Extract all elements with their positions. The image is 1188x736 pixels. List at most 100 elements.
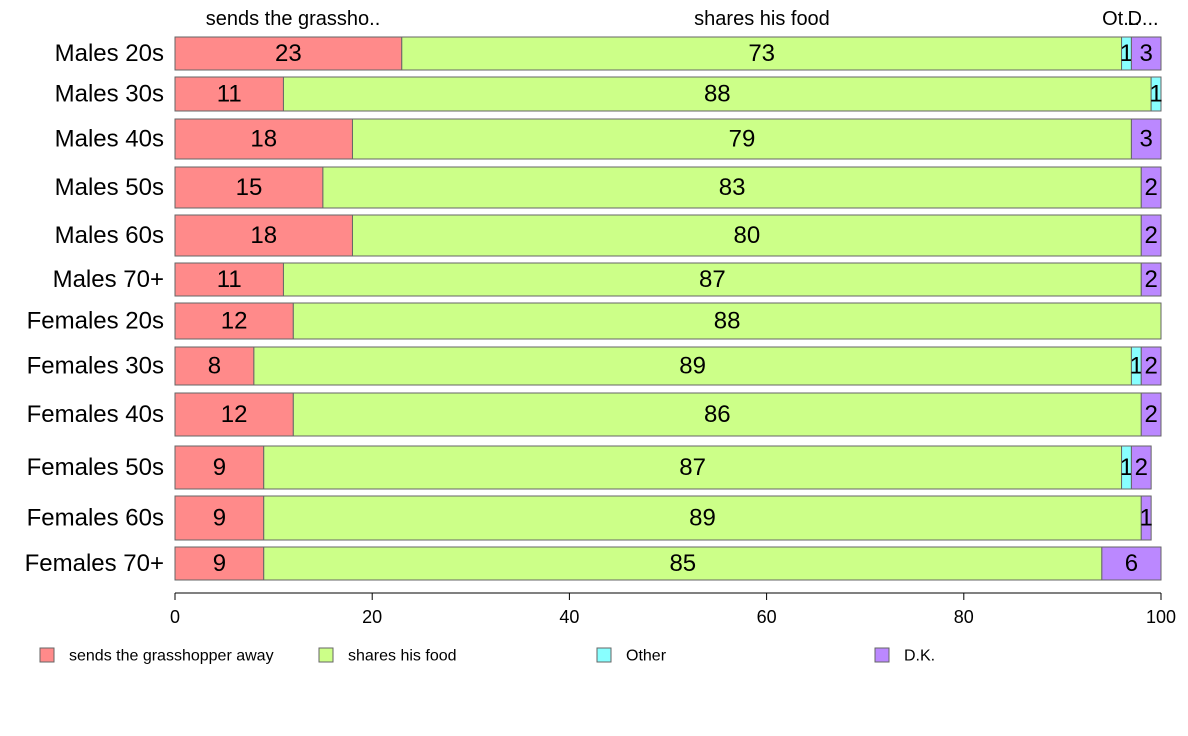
bar-segment xyxy=(401,36,1123,71)
bar-segment xyxy=(1130,36,1162,71)
data-label: 8 xyxy=(208,353,221,380)
data-label: 79 xyxy=(729,126,756,153)
bar-segment xyxy=(174,346,255,386)
data-label: 73 xyxy=(748,40,775,67)
data-label: 3 xyxy=(1140,40,1153,67)
data-label: 18 xyxy=(250,126,277,153)
x-tick-label: 0 xyxy=(170,607,180,627)
data-label: 1 xyxy=(1130,353,1143,380)
bar-segment xyxy=(292,302,1162,340)
bar-segment xyxy=(174,392,294,437)
bar-segment xyxy=(174,445,265,490)
category-label: Males 60s xyxy=(55,222,164,249)
x-axis: 0 20 40 60 80 100 xyxy=(170,592,1176,627)
data-label: 15 xyxy=(236,174,263,201)
data-label: 1 xyxy=(1149,81,1162,108)
series-header-label: Ot... xyxy=(1102,8,1140,30)
bar-segment xyxy=(174,118,353,160)
data-label: 87 xyxy=(679,454,706,481)
data-label: 80 xyxy=(734,222,761,249)
data-label: 6 xyxy=(1125,550,1138,577)
category-label: Females 70+ xyxy=(25,550,164,577)
bar-segment xyxy=(351,214,1142,257)
bar-segment xyxy=(282,76,1152,112)
x-tick-label: 100 xyxy=(1146,607,1176,627)
data-label: 2 xyxy=(1144,401,1157,428)
data-label: 89 xyxy=(689,505,716,532)
legend: sends the grasshopper away shares his foo… xyxy=(39,647,935,665)
legend-label: D.K. xyxy=(904,648,935,665)
bar-segment xyxy=(1150,76,1162,112)
bar-segment xyxy=(174,495,265,541)
bar-segment xyxy=(292,392,1142,437)
data-label: 87 xyxy=(699,266,726,293)
bar-segment xyxy=(1140,392,1162,437)
legend-label: sends the grasshopper away xyxy=(69,648,274,665)
data-label: 23 xyxy=(275,40,302,67)
data-label: 2 xyxy=(1144,266,1157,293)
series-header-label: D... xyxy=(1127,8,1158,30)
legend-swatch xyxy=(874,647,890,663)
bar-segment xyxy=(351,118,1132,160)
data-label: 2 xyxy=(1144,222,1157,249)
data-label: 9 xyxy=(213,505,226,532)
data-label: 86 xyxy=(704,401,731,428)
bar-segment xyxy=(1130,445,1152,490)
bar-segment xyxy=(1140,495,1152,541)
data-label: 1 xyxy=(1140,505,1153,532)
bar-segment xyxy=(263,495,1142,541)
bar-segment xyxy=(174,302,294,340)
category-label: Females 20s xyxy=(27,308,164,335)
series-header-label: shares his food xyxy=(694,8,830,30)
bar-segment xyxy=(1130,118,1162,160)
data-label: 89 xyxy=(679,353,706,380)
bar-segment xyxy=(1140,166,1162,209)
data-label: 1 xyxy=(1120,40,1133,67)
bar-segment xyxy=(322,166,1142,209)
legend-swatch xyxy=(39,647,55,663)
legend-swatch xyxy=(318,647,334,663)
category-label: Females 50s xyxy=(27,454,164,481)
data-label: 9 xyxy=(213,454,226,481)
bar-segment xyxy=(1140,262,1162,297)
bar-segment xyxy=(1140,346,1162,386)
data-label: 12 xyxy=(221,401,248,428)
category-label: Males 70+ xyxy=(53,266,164,293)
series-header-labels: sends the grassho.. shares his food Ot...D… xyxy=(206,8,1159,30)
data-label: 88 xyxy=(714,308,741,335)
x-tick-label: 40 xyxy=(559,607,579,627)
legend-label: shares his food xyxy=(348,648,457,665)
x-tick-label: 60 xyxy=(757,607,777,627)
data-label: 85 xyxy=(669,550,696,577)
data-label: 11 xyxy=(217,266,242,293)
data-label: 2 xyxy=(1144,174,1157,201)
x-tick-label: 20 xyxy=(362,607,382,627)
bar-segment xyxy=(1101,546,1162,581)
category-label: Males 50s xyxy=(55,174,164,201)
data-label: 11 xyxy=(217,81,242,108)
category-label: Males 40s xyxy=(55,126,164,153)
bar-segment xyxy=(253,346,1132,386)
category-label: Males 30s xyxy=(55,81,164,108)
data-label: 83 xyxy=(719,174,746,201)
category-labels: Males 20s Males 30s Males 40s Males 50s Male… xyxy=(25,40,164,577)
bar-segment xyxy=(1140,214,1162,257)
legend-swatch xyxy=(596,647,612,663)
category-label: Males 20s xyxy=(55,40,164,67)
data-label: 1 xyxy=(1120,454,1133,481)
bar-segment xyxy=(174,214,353,257)
data-label: 2 xyxy=(1144,353,1157,380)
data-label: 9 xyxy=(213,550,226,577)
data-label: 3 xyxy=(1140,126,1153,153)
data-label: 18 xyxy=(250,222,277,249)
legend-label: Other xyxy=(626,648,667,665)
data-label: 2 xyxy=(1135,454,1148,481)
data-label: 12 xyxy=(221,308,248,335)
bars: 23 73 1 311 88 118 79 315 83 218 80 211 87 212 888 89 1 2… xyxy=(174,36,1163,581)
x-tick-label: 80 xyxy=(954,607,974,627)
category-label: Females 40s xyxy=(27,401,164,428)
bar-segment xyxy=(263,546,1103,581)
category-label: Females 30s xyxy=(27,353,164,380)
series-header-label: sends the grassho.. xyxy=(206,8,381,30)
